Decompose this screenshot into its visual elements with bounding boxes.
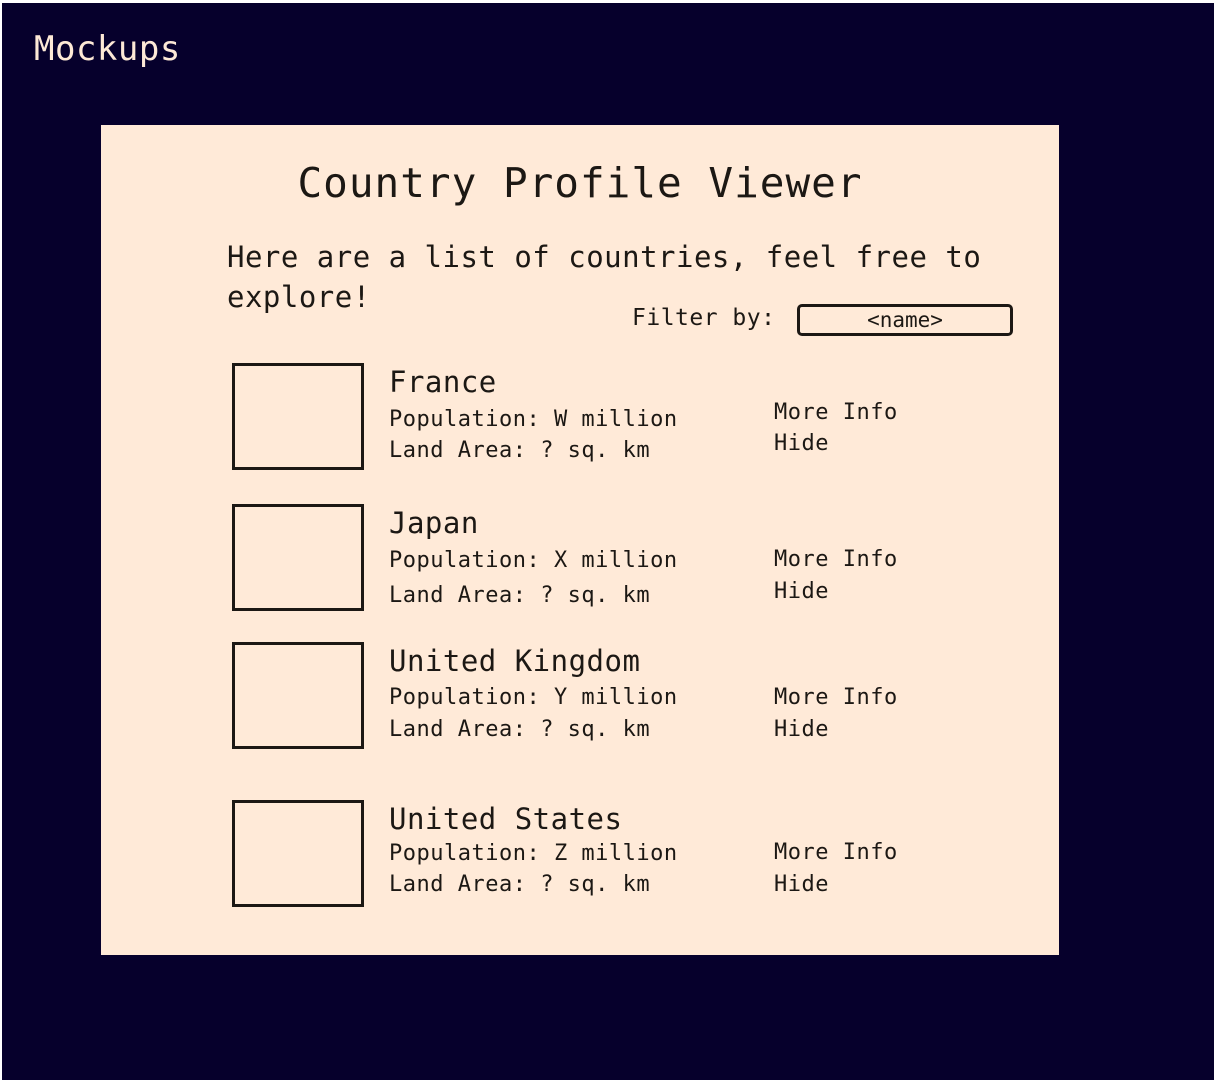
country-card-united-kingdom: United Kingdom Population: Y million Lan…	[101, 642, 1059, 752]
land-area-text: Land Area: ? sq. km	[389, 583, 651, 608]
more-info-link[interactable]: More Info	[774, 840, 898, 865]
land-area-text: Land Area: ? sq. km	[389, 872, 651, 897]
app-panel: Country Profile Viewer Here are a list o…	[101, 125, 1059, 955]
country-name: Japan	[389, 506, 479, 540]
country-card-france: France Population: W million Land Area: …	[101, 363, 1059, 473]
page-title: Country Profile Viewer	[297, 159, 863, 207]
mockup-canvas: Mockups Country Profile Viewer Here are …	[2, 3, 1214, 1080]
intro-text: Here are a list of countries, feel free …	[227, 240, 982, 314]
more-info-link[interactable]: More Info	[774, 685, 898, 710]
more-info-link[interactable]: More Info	[774, 400, 898, 425]
more-info-link[interactable]: More Info	[774, 547, 898, 572]
flag-placeholder	[232, 363, 364, 470]
land-area-text: Land Area: ? sq. km	[389, 717, 651, 742]
filter-input[interactable]	[797, 304, 1013, 336]
filter-label: Filter by:	[632, 305, 776, 331]
population-text: Population: X million	[389, 548, 678, 573]
hide-link[interactable]: Hide	[774, 579, 829, 604]
country-card-japan: Japan Population: X million Land Area: ?…	[101, 504, 1059, 614]
hide-link[interactable]: Hide	[774, 717, 829, 742]
country-name: United States	[389, 802, 623, 836]
flag-placeholder	[232, 504, 364, 611]
land-area-text: Land Area: ? sq. km	[389, 438, 651, 463]
flag-placeholder	[232, 800, 364, 907]
country-name: France	[389, 365, 497, 399]
frame-title: Mockups	[34, 29, 181, 69]
population-text: Population: Z million	[389, 841, 678, 866]
population-text: Population: W million	[389, 407, 678, 432]
country-name: United Kingdom	[389, 644, 641, 678]
country-card-united-states: United States Population: Z million Land…	[101, 800, 1059, 910]
population-text: Population: Y million	[389, 685, 678, 710]
hide-link[interactable]: Hide	[774, 872, 829, 897]
flag-placeholder	[232, 642, 364, 749]
hide-link[interactable]: Hide	[774, 431, 829, 456]
